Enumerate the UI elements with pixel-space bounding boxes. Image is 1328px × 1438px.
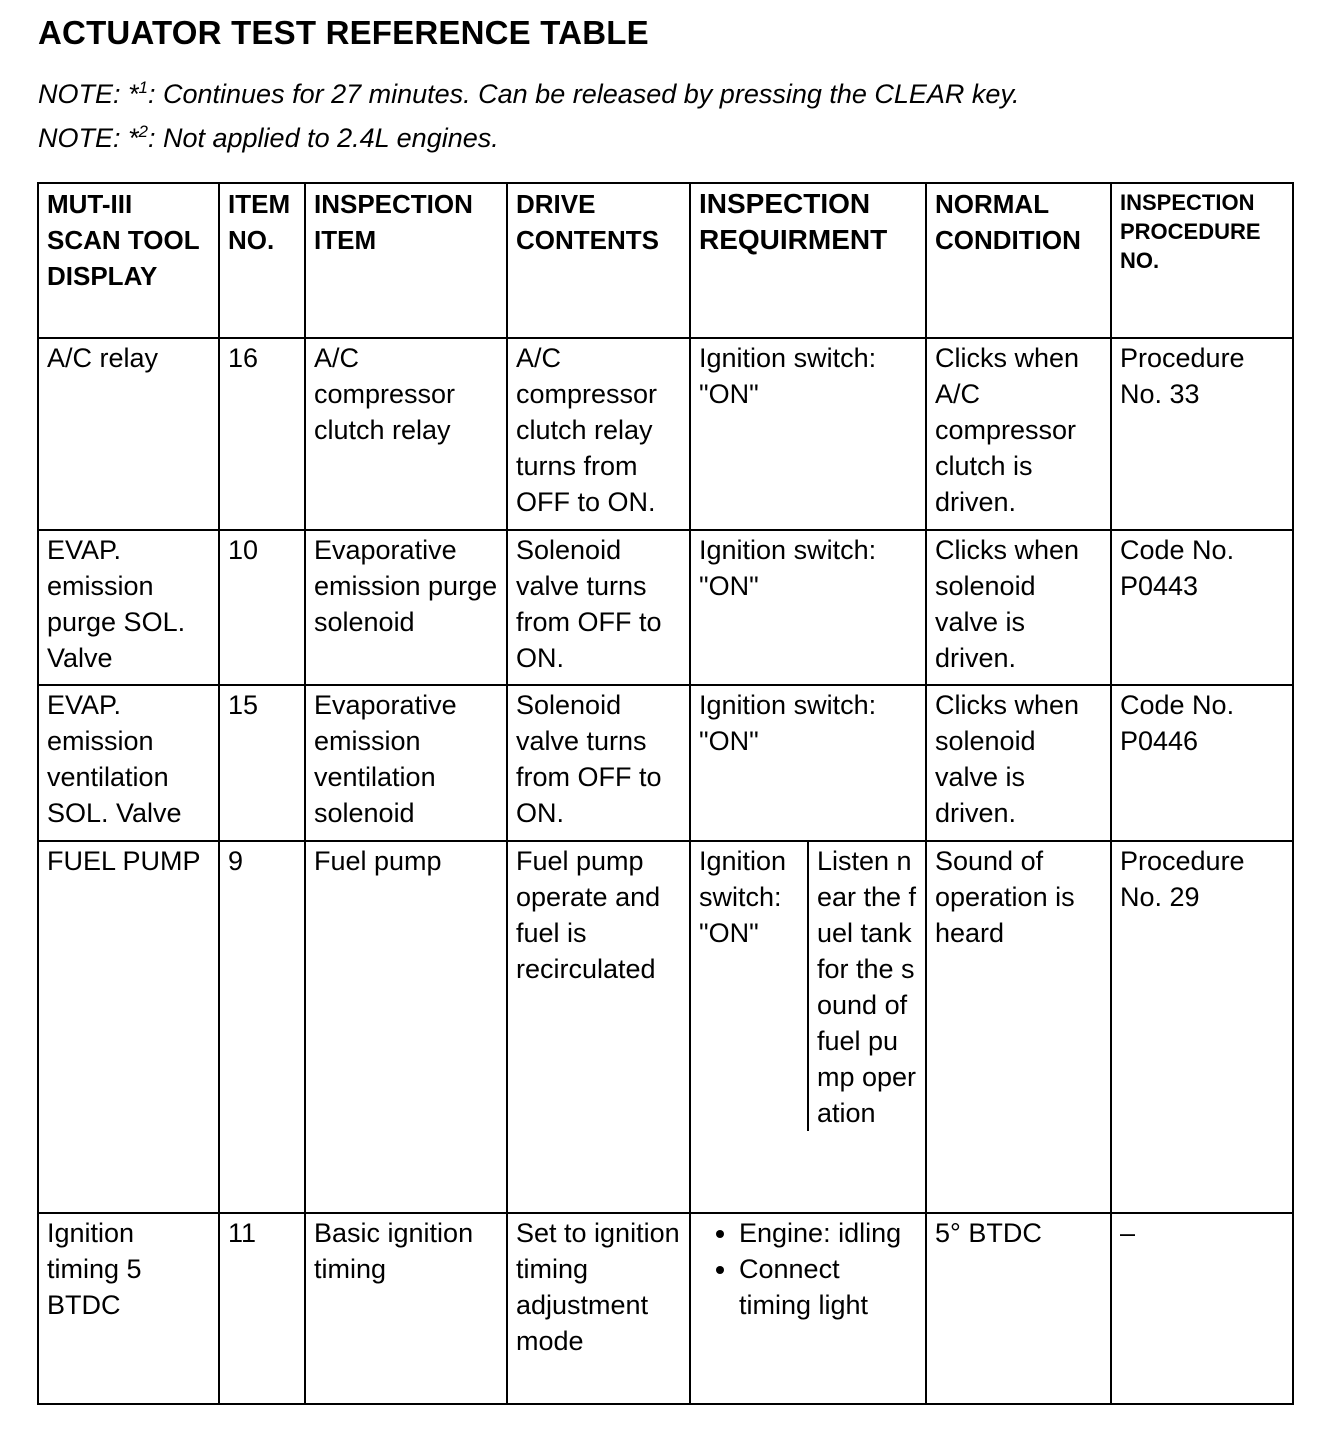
cell-normal-condition: Clicks when solenoid valve is driven. (925, 529, 1112, 686)
cell-display: EVAP. emission purge SOL. Valve (37, 529, 220, 686)
cell-requirement: Ignition switch: "ON" (689, 337, 927, 531)
actuator-test-table: MUT-III SCAN TOOL DISPLAY ITEM NO. INSPE… (37, 182, 1294, 1405)
cell-display: EVAP. emission ventilation SOL. Valve (37, 684, 220, 842)
cell-display: FUEL PUMP (37, 840, 220, 1214)
header-inspection-item: INSPECTION ITEM (304, 182, 508, 339)
cell-requirement: Ignition switch: "ON" (689, 684, 927, 842)
cell-item-no: 16 (218, 337, 306, 531)
cell-inspection-item: A/C compressor clutch relay (304, 337, 508, 531)
cell-inspection-item: Evaporative emission ventilation solenoi… (304, 684, 508, 842)
cell-inspection-item: Evaporative emission purge solenoid (304, 529, 508, 686)
cell-drive-contents: Solenoid valve turns from OFF to ON. (506, 529, 691, 686)
requirement-bullet: Connect timing light (739, 1251, 917, 1323)
cell-requirement: Ignition switch: "ON" (689, 529, 927, 686)
requirement-bullet: Engine: idling (739, 1215, 917, 1251)
cell-item-no: 10 (218, 529, 306, 686)
cell-display: Ignition timing 5 BTDC (37, 1212, 220, 1405)
header-procedure: INSPECTION PROCEDURE NO. (1110, 182, 1294, 339)
cell-procedure: Code No. P0443 (1110, 529, 1294, 686)
note-prefix: NOTE: * (38, 123, 139, 153)
cell-drive-contents: A/C compressor clutch relay turns from O… (506, 337, 691, 531)
header-display: MUT-III SCAN TOOL DISPLAY (37, 182, 220, 339)
header-requirement: INSPECTION REQUIRMENT (689, 182, 927, 339)
note-text: : Continues for 27 minutes. Can be relea… (147, 79, 1020, 109)
cell-item-no: 15 (218, 684, 306, 842)
cell-normal-condition: Sound of operation is heard (925, 840, 1112, 1214)
cell-drive-contents: Solenoid valve turns from OFF to ON. (506, 684, 691, 842)
page-title: ACTUATOR TEST REFERENCE TABLE (38, 14, 649, 51)
note-sup: 2 (138, 122, 148, 141)
note-1: NOTE: *1: Continues for 27 minutes. Can … (38, 78, 1019, 110)
cell-inspection-item: Basic ignition timing (304, 1212, 508, 1405)
cell-procedure: Code No. P0446 (1110, 684, 1294, 842)
cell-requirement: Engine: idlingConnect timing light (689, 1212, 927, 1405)
requirement-list: Engine: idlingConnect timing light (699, 1215, 917, 1323)
cell-item-no: 9 (218, 840, 306, 1214)
table-row: FUEL PUMP 9 Fuel pump Fuel pump operate and… (37, 840, 1294, 1214)
note-2: NOTE: *2: Not applied to 2.4L engines. (38, 122, 499, 154)
table-row: Ignition timing 5 BTDC 11 Basic ignition t… (37, 1212, 1294, 1405)
cell-requirement: Ignition switch: "ON" Listen near the fue… (689, 840, 927, 1214)
note-sup: 1 (138, 78, 148, 97)
requirement-part: Ignition switch: "ON" (691, 842, 809, 1131)
cell-drive-contents: Fuel pump operate and fuel is recirculat… (506, 840, 691, 1214)
table-row: A/C relay 16 A/C compressor clutch relay A/… (37, 337, 1294, 531)
table-row: EVAP. emission purge SOL. Valve 10 Evapora… (37, 529, 1294, 686)
cell-procedure: Procedure No. 29 (1110, 840, 1294, 1214)
note-prefix: NOTE: * (38, 79, 139, 109)
table-row: EVAP. emission ventilation SOL. Valve 15 E… (37, 684, 1294, 842)
cell-drive-contents: Set to ignition timing adjustment mode (506, 1212, 691, 1405)
header-item-no: ITEM NO. (218, 182, 306, 339)
cell-inspection-item: Fuel pump (304, 840, 508, 1214)
cell-procedure: Procedure No. 33 (1110, 337, 1294, 531)
header-row: MUT-III SCAN TOOL DISPLAY ITEM NO. INSPE… (37, 182, 1294, 339)
header-normal-condition: NORMAL CONDITION (925, 182, 1112, 339)
requirement-part: Listen near the fuel tank for the sound … (817, 846, 917, 1128)
note-text: : Not applied to 2.4L engines. (147, 123, 499, 153)
cell-display: A/C relay (37, 337, 220, 531)
cell-normal-condition: Clicks when A/C compressor clutch is dri… (925, 337, 1112, 531)
cell-item-no: 11 (218, 1212, 306, 1405)
cell-normal-condition: 5° BTDC (925, 1212, 1112, 1405)
cell-procedure: – (1110, 1212, 1294, 1405)
cell-normal-condition: Clicks when solenoid valve is driven. (925, 684, 1112, 842)
header-drive-contents: DRIVE CONTENTS (506, 182, 691, 339)
